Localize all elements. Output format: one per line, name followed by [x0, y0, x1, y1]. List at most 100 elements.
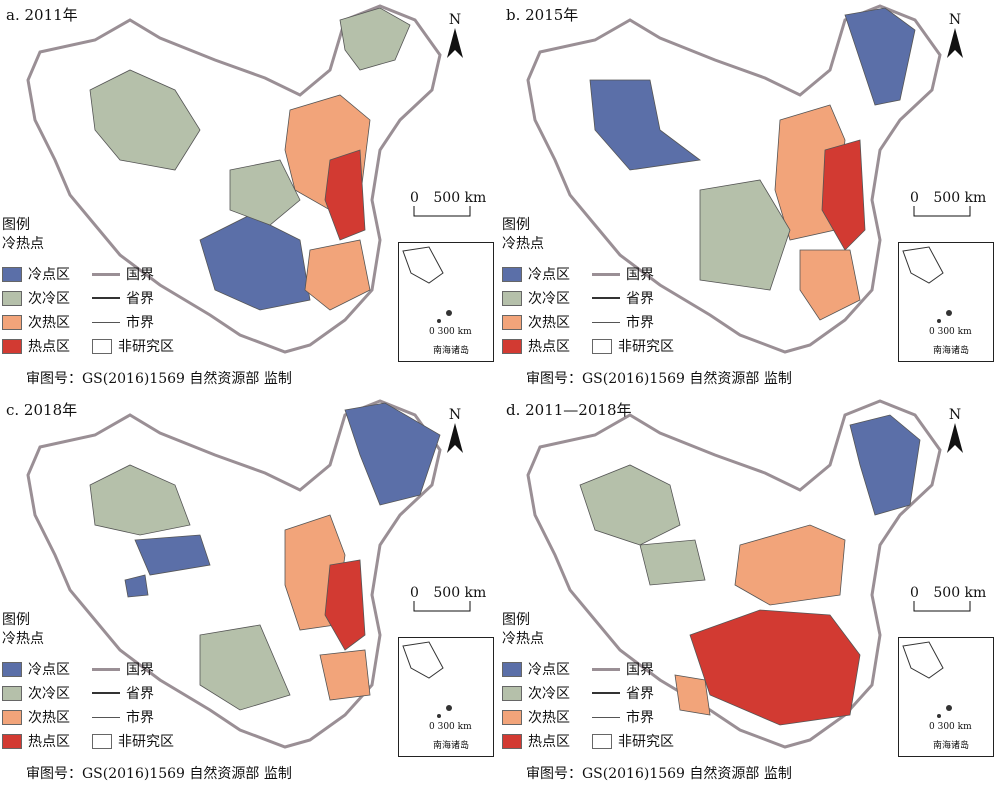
map-canvas: [526, 399, 942, 749]
legend-item-cold: 冷点区: [502, 264, 570, 284]
legend-item-cold: 冷点区: [2, 659, 70, 679]
region-xinjiang-subcold: [579, 464, 681, 546]
legend-item-subhot: 次热区: [502, 707, 570, 727]
legend-item-cold: 冷点区: [2, 264, 70, 284]
legend-subtitle: 冷热点: [502, 236, 544, 252]
legend-item-city-border: 市界: [592, 312, 654, 332]
scale-label: 500 km: [933, 190, 987, 206]
region-xinjiang: [89, 69, 201, 171]
south-china-sea-inset: 0 300 km 南海诸岛: [398, 242, 494, 362]
legend-item-city-border: 市界: [92, 312, 154, 332]
north-arrow: N: [946, 407, 964, 459]
legend-item-national-border: 国界: [92, 264, 154, 284]
north-arrow-icon: [447, 28, 463, 58]
north-arrow-icon: [447, 423, 463, 453]
review-number: 审图号：GS(2016)1569 自然资源部 监制: [526, 766, 792, 782]
legend-title: 图例: [2, 217, 30, 233]
north-arrow: N: [446, 12, 464, 64]
inset-scale: 0 300 km: [429, 722, 472, 732]
north-label: N: [448, 12, 462, 28]
scale-bar: 0 500 km: [410, 585, 490, 619]
south-china-sea-inset: 0 300 km 南海诸岛: [398, 637, 494, 757]
legend-item-province-border: 省界: [92, 683, 154, 703]
map-canvas: [26, 4, 442, 354]
region-tibet-cold: [124, 574, 149, 598]
north-label: N: [948, 12, 962, 28]
region-southwest-warm: [674, 674, 711, 716]
legend-item-subcold: 次冷区: [502, 288, 570, 308]
region-east-hotspot: [324, 149, 366, 241]
review-number: 审图号：GS(2016)1569 自然资源部 监制: [526, 371, 792, 387]
legend: 图例 冷热点 冷点区 次冷区 次热区 热点区 国界 省界 市界 非研究区: [2, 216, 174, 355]
scale-line: [913, 601, 971, 612]
region-south-warm: [799, 249, 861, 321]
scale-zero: 0: [410, 585, 419, 601]
north-label: N: [948, 407, 962, 423]
region-xinjiang-subcold: [89, 464, 191, 536]
map-panel-a: a. 2011年 N 0 500 km 0 300 km 南海诸岛 图例 冷热点…: [0, 0, 500, 394]
south-china-sea-inset: 0 300 km 南海诸岛: [898, 637, 994, 757]
legend-subtitle: 冷热点: [502, 631, 544, 647]
legend-subtitle: 冷热点: [2, 236, 44, 252]
legend-item-non-study: 非研究区: [592, 336, 674, 356]
inset-caption: 南海诸岛: [433, 346, 470, 356]
legend-item-national-border: 国界: [92, 659, 154, 679]
scale-zero: 0: [410, 190, 419, 206]
region-southwest-subcold: [199, 624, 291, 711]
scale-zero: 0: [910, 585, 919, 601]
region-qinghai-subcold: [639, 539, 706, 586]
north-arrow: N: [446, 407, 464, 459]
legend-item-hot: 热点区: [2, 731, 70, 751]
legend: 图例 冷热点 冷点区 次冷区 次热区 热点区 国界 省界 市界 非研究区: [502, 611, 674, 750]
region-northeast-cold: [849, 414, 921, 516]
region-xinjiang-cold: [589, 79, 702, 171]
scale-line: [913, 206, 971, 217]
scale-label: 500 km: [433, 190, 487, 206]
inset-scale: 0 300 km: [929, 722, 972, 732]
legend-item-subcold: 次冷区: [2, 288, 70, 308]
scale-bar: 0 500 km: [910, 585, 990, 619]
scale-line: [413, 206, 471, 217]
region-qinghai-cold: [134, 534, 211, 576]
legend-title: 图例: [502, 217, 530, 233]
panel-title: c. 2018年: [6, 401, 78, 419]
scale-zero: 0: [910, 190, 919, 206]
scale-label: 500 km: [433, 585, 487, 601]
region-northeast-cold: [844, 7, 916, 106]
south-china-sea-inset: 0 300 km 南海诸岛: [898, 242, 994, 362]
scale-bar: 0 500 km: [910, 190, 990, 224]
map-panel-d: d. 2011—2018年 N 0 500 km 0 300 km 南海诸岛 图…: [500, 395, 1000, 789]
legend-item-hot: 热点区: [2, 336, 70, 356]
legend-item-national-border: 国界: [592, 659, 654, 679]
region-neimenggu: [339, 7, 411, 71]
panel-title: b. 2015年: [506, 6, 579, 24]
map-panel-c: c. 2018年 N 0 500 km 0 300 km 南海诸岛 图例 冷热点…: [0, 395, 500, 789]
north-arrow: N: [946, 12, 964, 64]
legend-item-city-border: 市界: [592, 707, 654, 727]
north-arrow-icon: [947, 28, 963, 58]
inset-scale: 0 300 km: [429, 327, 472, 337]
scale-line: [413, 601, 471, 612]
legend-item-subcold: 次冷区: [502, 683, 570, 703]
map-canvas: [526, 4, 942, 354]
legend-item-hot: 热点区: [502, 336, 570, 356]
legend-item-province-border: 省界: [592, 288, 654, 308]
region-center-subcold: [229, 159, 301, 226]
panel-title: d. 2011—2018年: [506, 401, 632, 419]
legend-item-province-border: 省界: [92, 288, 154, 308]
legend-item-province-border: 省界: [592, 683, 654, 703]
legend-item-subhot: 次热区: [502, 312, 570, 332]
legend-item-hot: 热点区: [502, 731, 570, 751]
legend-title: 图例: [2, 612, 30, 628]
region-north-warm: [734, 524, 846, 606]
inset-map: [402, 641, 452, 718]
map-panel-b: b. 2015年 N 0 500 km 0 300 km 南海诸岛 图例 冷热点…: [500, 0, 1000, 394]
legend-item-city-border: 市界: [92, 707, 154, 727]
review-number: 审图号：GS(2016)1569 自然资源部 监制: [26, 371, 292, 387]
legend-item-non-study: 非研究区: [592, 731, 674, 751]
inset-map: [402, 246, 452, 323]
region-east-hot: [324, 559, 366, 651]
inset-caption: 南海诸岛: [933, 346, 970, 356]
legend-item-subhot: 次热区: [2, 312, 70, 332]
legend-item-non-study: 非研究区: [92, 336, 174, 356]
